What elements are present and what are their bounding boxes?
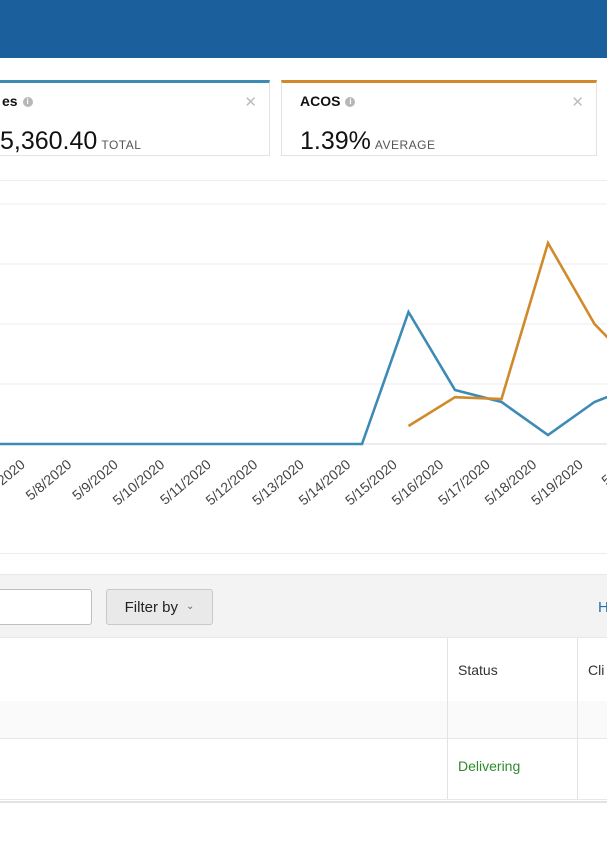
filter-by-button[interactable]: Filter by ⌄ xyxy=(106,589,213,625)
performance-line-chart: /20205/8/20205/9/20205/10/20205/11/20205… xyxy=(0,203,607,508)
clicks-column-header[interactable]: Cli xyxy=(588,662,605,678)
x-tick-label: 5/19/2020 xyxy=(528,456,586,508)
help-link[interactable]: H xyxy=(598,599,607,616)
series-line-0 xyxy=(0,308,607,446)
column-divider xyxy=(447,701,448,738)
table-row: Delivering xyxy=(0,738,607,800)
search-input[interactable] xyxy=(0,589,92,625)
column-divider xyxy=(577,638,578,701)
filter-bar: Filter by ⌄ H xyxy=(0,574,607,638)
campaign-table: Status Cli Delivering xyxy=(0,637,607,803)
acos-metric-card[interactable]: ACOS i ✕ 1.39% AVERAGE xyxy=(281,80,597,156)
close-icon[interactable]: ✕ xyxy=(571,94,584,111)
status-delivering: Delivering xyxy=(458,758,521,774)
sales-metric-value: 5,360.40 xyxy=(0,127,98,155)
column-divider xyxy=(447,638,448,701)
status-column-header[interactable]: Status xyxy=(458,662,498,678)
column-divider xyxy=(577,701,578,738)
top-navigation-bar xyxy=(0,0,607,58)
acos-metric-value: 1.39% xyxy=(300,127,371,155)
performance-chart-panel: /2020 5/8/2020 5/9/2020 5/10/2020 5/11/2020 5… xyxy=(0,180,607,554)
x-tick-label: 5/10/2020 xyxy=(109,456,167,508)
acos-metric-caption: AVERAGE xyxy=(374,138,436,152)
info-icon[interactable]: i xyxy=(22,97,33,108)
table-summary-row xyxy=(0,701,607,739)
filter-by-label: Filter by xyxy=(124,598,178,616)
info-icon[interactable]: i xyxy=(345,97,356,108)
x-tick-label: 5/20/ xyxy=(598,456,607,488)
series-line-1 xyxy=(407,239,607,428)
column-divider xyxy=(577,738,578,799)
sales-metric-label: es xyxy=(2,93,18,109)
sales-metric-card[interactable]: es i ✕ 5,360.40 TOTAL xyxy=(0,80,270,156)
chevron-down-icon: ⌄ xyxy=(185,600,195,612)
acos-metric-label: ACOS xyxy=(300,93,341,109)
x-tick-label: 5/8/2020 xyxy=(22,456,74,503)
close-icon[interactable]: ✕ xyxy=(244,94,257,111)
column-divider xyxy=(447,738,448,799)
x-tick-label: /2020 xyxy=(0,456,28,491)
sales-metric-caption: TOTAL xyxy=(101,138,142,152)
table-header-row: Status Cli xyxy=(0,638,607,702)
